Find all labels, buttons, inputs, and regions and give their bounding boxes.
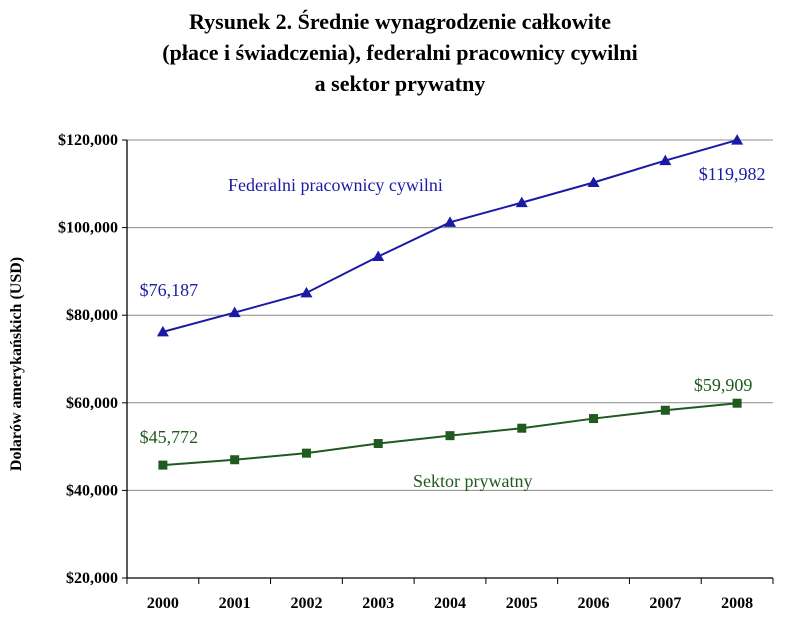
data-point bbox=[373, 439, 383, 449]
axes bbox=[122, 139, 774, 584]
x-tick-label: 2004 bbox=[434, 595, 466, 612]
y-tick-label: $40,000 bbox=[66, 482, 118, 499]
data-point bbox=[300, 286, 313, 298]
y-axis-label: Dolarów amerykańskich (USD) bbox=[8, 257, 25, 471]
x-tick-label: 2002 bbox=[290, 595, 322, 612]
data-point bbox=[445, 431, 455, 441]
chart-title-line-3: a sektor prywatny bbox=[314, 71, 486, 96]
data-label: $45,772 bbox=[140, 427, 199, 447]
y-tick-label: $20,000 bbox=[66, 570, 118, 587]
x-tick-label: 2003 bbox=[362, 595, 394, 612]
x-tick-label: 2007 bbox=[649, 595, 681, 612]
data-point bbox=[301, 448, 311, 458]
series-group bbox=[156, 134, 744, 470]
x-tick-labels: 2000 2001 2002 2003 2004 2005 2006 2007 2008 bbox=[147, 595, 753, 612]
data-point bbox=[444, 216, 456, 227]
chart-title-line-2: (płace i świadczenia), federalni pracown… bbox=[162, 40, 638, 65]
chart-title-line-1: Rysunek 2. Średnie wynagrodzenie całkowi… bbox=[189, 9, 611, 34]
x-tick-label: 2000 bbox=[147, 595, 179, 612]
y-tick-label: $120,000 bbox=[58, 132, 118, 149]
series-name-label: Federalni pracownicy cywilni bbox=[228, 175, 443, 195]
data-point bbox=[732, 398, 742, 408]
data-point bbox=[158, 460, 168, 470]
x-tick-label: 2001 bbox=[219, 595, 251, 612]
y-tick-labels: $20,000 $40,000 $60,000 $80,000 $100,000 $120… bbox=[58, 132, 118, 587]
y-tick-label: $100,000 bbox=[58, 220, 118, 237]
data-point bbox=[230, 455, 240, 465]
data-point bbox=[228, 306, 241, 318]
data-point bbox=[156, 325, 169, 337]
data-point bbox=[517, 423, 527, 433]
data-point bbox=[589, 414, 599, 424]
data-label: $119,982 bbox=[699, 164, 766, 184]
data-point bbox=[515, 196, 528, 208]
chart-title: Rysunek 2. Średnie wynagrodzenie całkowi… bbox=[0, 6, 800, 99]
series-line bbox=[162, 139, 738, 333]
y-tick-label: $80,000 bbox=[66, 307, 118, 324]
data-point bbox=[660, 405, 670, 415]
x-tick-label: 2008 bbox=[721, 595, 753, 612]
data-point bbox=[372, 250, 385, 262]
series-name-label: Sektor prywatny bbox=[413, 471, 532, 491]
data-point bbox=[731, 134, 744, 145]
y-tick-label: $60,000 bbox=[66, 395, 118, 412]
data-point bbox=[587, 176, 600, 187]
x-tick-label: 2006 bbox=[578, 595, 610, 612]
data-label: $76,187 bbox=[140, 280, 199, 300]
labels-group: Federalni pracownicy cywilni $76,187 $119,… bbox=[140, 164, 766, 491]
data-label: $59,909 bbox=[694, 375, 753, 395]
x-tick-label: 2005 bbox=[506, 595, 538, 612]
data-point bbox=[659, 154, 672, 166]
